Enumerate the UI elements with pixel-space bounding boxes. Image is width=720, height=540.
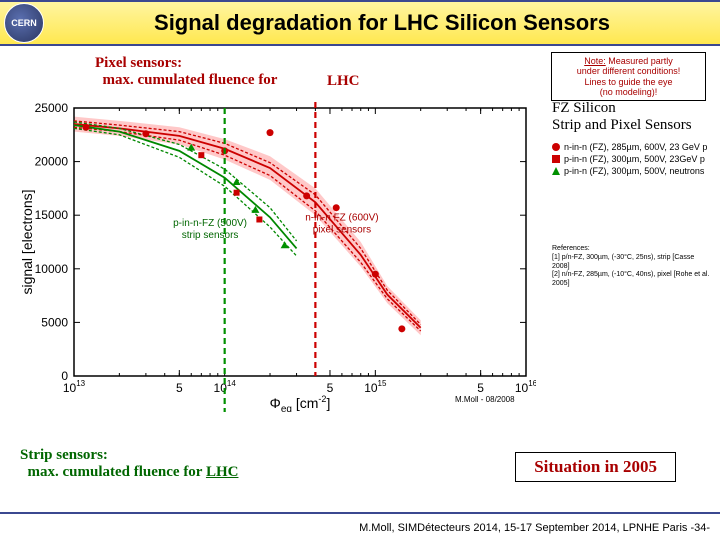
strip-line-1: Strip sensors: [20, 447, 108, 463]
situation-box: Situation in 2005 [515, 452, 676, 482]
refs-title: References: [552, 245, 590, 252]
pixel-line-1: Pixel sensors: [95, 55, 182, 71]
chart-legend: n-in-n (FZ), 285µm, 600V, 23 GeV pp-in-n… [552, 141, 712, 177]
svg-text:5: 5 [477, 381, 484, 395]
legend-row: n-in-n (FZ), 285µm, 600V, 23 GeV p [552, 141, 712, 153]
note-l3: Lines to guide the eye [584, 77, 672, 87]
chart-svg: 0500010000150002000025000101351014510155… [16, 102, 536, 412]
slide-title: Signal degradation for LHC Silicon Senso… [44, 10, 720, 36]
note-box: Note: Measured partly under different co… [551, 52, 706, 101]
strip-lhc: LHC [206, 464, 239, 480]
svg-text:Φeq [cm-2]: Φeq [cm-2] [270, 394, 331, 412]
strip-sensors-label: Strip sensors: max. cumulated fluence fo… [20, 447, 238, 482]
lhc-red-label: LHC [327, 73, 360, 90]
note-l4: (no modeling)! [600, 87, 658, 97]
note-l2: under different conditions! [577, 66, 680, 76]
svg-text:strip sensors: strip sensors [182, 230, 239, 241]
svg-text:1015: 1015 [364, 379, 387, 395]
svg-text:1016: 1016 [515, 379, 536, 395]
svg-text:1013: 1013 [63, 379, 86, 395]
pixel-sensors-label: Pixel sensors: max. cumulated fluence fo… [95, 55, 277, 90]
svg-text:15000: 15000 [35, 208, 69, 222]
cern-logo-icon: CERN [4, 3, 44, 43]
footer-divider [0, 512, 720, 514]
svg-text:20000: 20000 [35, 155, 69, 169]
references: References: [1] p/n-FZ, 300µm, (-30°C, 2… [552, 245, 712, 289]
strip-line-2: max. cumulated fluence for [28, 464, 203, 480]
side-title: FZ Silicon Strip and Pixel Sensors [552, 100, 712, 135]
svg-text:10000: 10000 [35, 262, 69, 276]
svg-text:5: 5 [327, 381, 334, 395]
note-l1: Measured partly [608, 56, 673, 66]
side-title-l2: Strip and Pixel Sensors [552, 117, 692, 133]
chart-area: 0500010000150002000025000101351014510155… [16, 102, 536, 412]
svg-text:5: 5 [176, 381, 183, 395]
svg-text:25000: 25000 [35, 102, 69, 115]
pixel-line-2: max. cumulated fluence for [103, 72, 278, 88]
legend-label: p-in-n (FZ), 300µm, 500V, neutrons [564, 165, 704, 177]
note-title: Note: [584, 56, 606, 66]
svg-text:pixel sensors: pixel sensors [313, 225, 371, 236]
legend-row: p-in-n (FZ), 300µm, 500V, neutrons [552, 165, 712, 177]
slide-header: CERN Signal degradation for LHC Silicon … [0, 0, 720, 46]
legend-label: n-in-n (FZ), 285µm, 600V, 23 GeV p [564, 141, 707, 153]
legend-label: p-in-n (FZ), 300µm, 500V, 23GeV p [564, 153, 705, 165]
svg-text:n-in-n FZ (600V): n-in-n FZ (600V) [305, 213, 378, 224]
footer-text: M.Moll, SIMDétecteurs 2014, 15-17 Septem… [359, 522, 710, 534]
refs-body: [1] p/n-FZ, 300µm, (-30°C, 25ns), strip … [552, 254, 709, 287]
svg-text:5000: 5000 [41, 315, 68, 329]
svg-text:p-in-n-FZ (500V): p-in-n-FZ (500V) [173, 218, 247, 229]
side-title-l1: FZ Silicon [552, 100, 616, 116]
legend-row: p-in-n (FZ), 300µm, 500V, 23GeV p [552, 153, 712, 165]
chart-side-panel: FZ Silicon Strip and Pixel Sensors n-in-… [552, 100, 712, 177]
svg-text:signal [electrons]: signal [electrons] [19, 189, 35, 294]
chart-attribution: M.Moll - 08/2008 [455, 395, 515, 404]
